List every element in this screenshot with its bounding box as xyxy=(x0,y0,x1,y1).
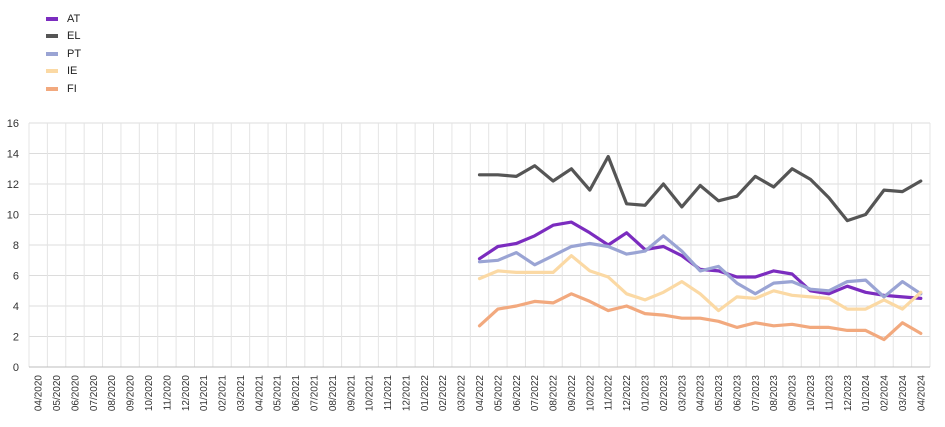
x-tick-label: 06/2021 xyxy=(291,375,302,412)
x-tick-label: 03/2023 xyxy=(677,375,688,412)
x-tick-label: 07/2023 xyxy=(751,375,762,412)
x-axis-ticks: 04/2020 05/2020 06/2020 07/2020 08/2020 09/20… xyxy=(34,375,928,412)
x-tick-label: 07/2020 xyxy=(89,375,100,412)
x-tick-label: 03/2021 xyxy=(236,375,247,412)
y-axis-ticks: 0 2 4 6 8 10 12 14 16 xyxy=(7,118,19,374)
x-tick-label: 12/2022 xyxy=(622,375,633,412)
legend-swatch xyxy=(46,51,58,56)
x-tick-label: 06/2023 xyxy=(732,375,743,412)
legend-item-fi: FI xyxy=(46,80,81,98)
y-tick-label: 16 xyxy=(7,118,19,130)
x-tick-label: 03/2024 xyxy=(898,375,909,412)
legend-label: EL xyxy=(67,30,81,43)
x-tick-label: 12/2021 xyxy=(401,375,412,412)
legend-item-at: AT xyxy=(46,10,81,28)
x-tick-label: 10/2023 xyxy=(806,375,817,412)
legend: AT EL PT IE FI xyxy=(46,10,81,98)
x-tick-label: 08/2020 xyxy=(107,375,118,412)
y-tick-label: 4 xyxy=(13,301,19,313)
grid xyxy=(28,122,931,368)
x-tick-label: 09/2022 xyxy=(567,375,578,412)
series-line-el xyxy=(477,154,923,223)
x-tick-label: 04/2024 xyxy=(916,375,927,412)
y-tick-label: 2 xyxy=(13,332,19,344)
x-tick-label: 05/2022 xyxy=(493,375,504,412)
x-tick-label: 04/2020 xyxy=(34,375,45,412)
x-tick-label: 08/2022 xyxy=(549,375,560,412)
x-tick-label: 04/2023 xyxy=(696,375,707,412)
x-tick-label: 02/2024 xyxy=(880,375,891,412)
legend-item-el: EL xyxy=(46,28,81,46)
series-line-ie xyxy=(477,254,923,313)
x-tick-label: 01/2023 xyxy=(640,375,651,412)
x-tick-label: 01/2024 xyxy=(861,375,872,412)
legend-label: FI xyxy=(67,82,77,95)
legend-label: AT xyxy=(67,12,81,25)
x-tick-label: 12/2023 xyxy=(843,375,854,412)
x-tick-label: 09/2021 xyxy=(346,375,357,412)
x-tick-label: 05/2021 xyxy=(273,375,284,412)
legend-label: PT xyxy=(67,47,82,60)
x-tick-label: 02/2023 xyxy=(659,375,670,412)
y-tick-label: 6 xyxy=(13,271,19,283)
x-tick-label: 12/2020 xyxy=(181,375,192,412)
x-tick-label: 01/2021 xyxy=(199,375,210,412)
x-tick-label: 06/2022 xyxy=(512,375,523,412)
y-tick-label: 0 xyxy=(13,362,19,374)
y-tick-label: 14 xyxy=(7,149,19,161)
x-tick-label: 02/2021 xyxy=(218,375,229,412)
legend-swatch xyxy=(46,16,58,21)
legend-swatch xyxy=(46,34,58,39)
x-tick-label: 10/2022 xyxy=(585,375,596,412)
x-tick-label: 08/2021 xyxy=(328,375,339,412)
x-tick-label: 04/2021 xyxy=(254,375,265,412)
series-line-fi xyxy=(477,292,923,342)
x-tick-label: 05/2023 xyxy=(714,375,725,412)
legend-label: IE xyxy=(67,65,78,78)
x-tick-label: 01/2022 xyxy=(420,375,431,412)
x-tick-label: 03/2022 xyxy=(457,375,468,412)
y-tick-label: 10 xyxy=(7,210,19,222)
x-tick-label: 07/2022 xyxy=(530,375,541,412)
x-tick-label: 07/2021 xyxy=(310,375,321,412)
x-tick-label: 05/2020 xyxy=(52,375,63,412)
y-tick-label: 8 xyxy=(13,240,19,252)
x-tick-label: 10/2021 xyxy=(365,375,376,412)
x-tick-label: 10/2020 xyxy=(144,375,155,412)
legend-item-pt: PT xyxy=(46,45,81,63)
y-tick-label: 12 xyxy=(7,179,19,191)
x-tick-label: 06/2020 xyxy=(70,375,81,412)
x-tick-label: 11/2020 xyxy=(162,375,173,411)
x-tick-label: 11/2023 xyxy=(824,375,835,411)
x-tick-label: 11/2022 xyxy=(604,375,615,411)
x-tick-label: 09/2020 xyxy=(126,375,137,412)
series-lines xyxy=(477,154,923,342)
x-tick-label: 02/2022 xyxy=(438,375,449,412)
x-tick-label: 08/2023 xyxy=(769,375,780,412)
legend-swatch xyxy=(46,86,58,91)
x-tick-label: 11/2021 xyxy=(383,375,394,411)
legend-swatch xyxy=(46,69,58,74)
x-tick-label: 09/2023 xyxy=(788,375,799,412)
series-line-pt xyxy=(477,234,923,299)
legend-item-ie: IE xyxy=(46,63,81,81)
x-tick-label: 04/2022 xyxy=(475,375,486,412)
